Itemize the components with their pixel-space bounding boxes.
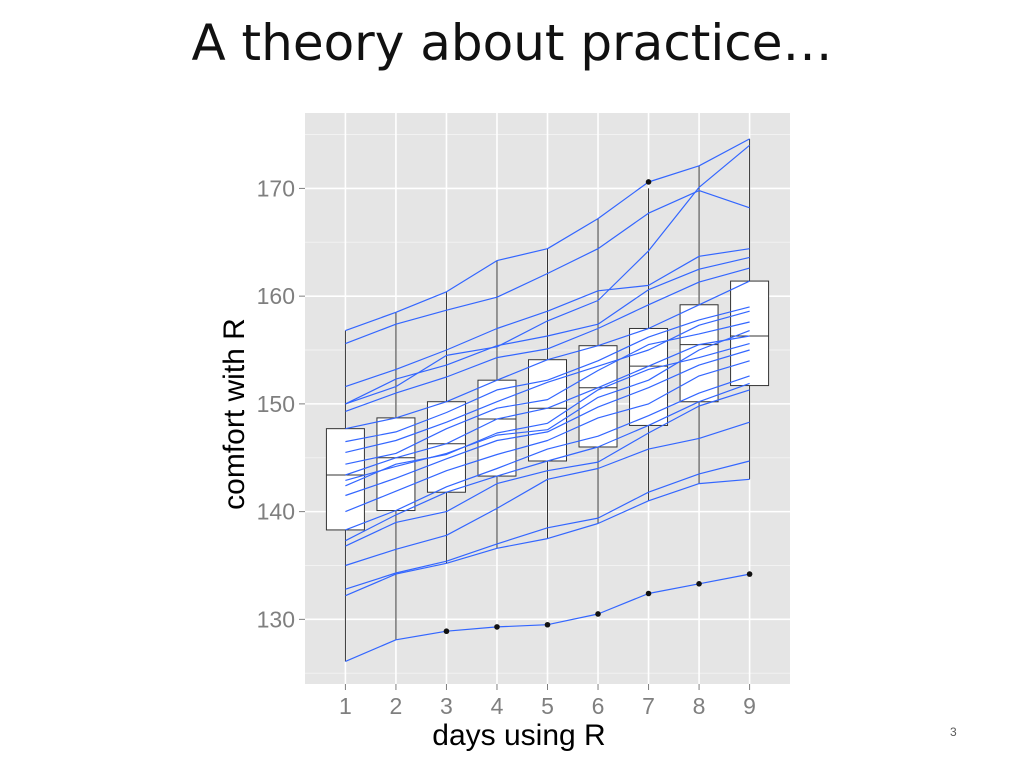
outlier-point	[595, 611, 601, 617]
y-tick-label: 130	[257, 606, 295, 632]
outlier-point	[494, 624, 500, 630]
series-line	[345, 310, 750, 453]
x-tick-label: 9	[743, 693, 756, 719]
series-line	[345, 375, 750, 531]
x-axis-title: days using R	[432, 719, 605, 752]
x-tick-label: 8	[693, 693, 706, 719]
x-tick-label: 2	[390, 693, 403, 719]
series-line	[345, 460, 750, 590]
slide-title: A theory about practice…	[191, 14, 833, 72]
x-tick-label: 3	[440, 693, 453, 719]
y-tick-label: 140	[257, 499, 295, 525]
x-tick-label: 5	[541, 693, 554, 719]
y-tick-label: 150	[257, 391, 295, 417]
x-tick-label: 6	[592, 693, 605, 719]
outlier-point	[746, 571, 753, 577]
page-number: 3	[950, 725, 957, 739]
series-line	[345, 321, 750, 465]
series-line	[345, 343, 750, 487]
series-line	[345, 421, 750, 567]
box-iqr	[325, 428, 365, 531]
series-line	[345, 330, 750, 481]
outlier-point	[443, 628, 450, 635]
axes: 130 140 150 160 170 1 2 3 4 5 6 7 8 9	[257, 175, 756, 719]
series-line	[345, 256, 750, 405]
series-line	[345, 267, 750, 412]
outlier-point	[645, 179, 652, 185]
series-line	[345, 478, 750, 597]
outlier-point	[696, 581, 702, 587]
x-tick-label: 1	[339, 693, 352, 719]
series-line	[345, 280, 750, 430]
x-tick-label: 7	[642, 693, 655, 719]
y-tick-label: 170	[257, 175, 295, 201]
series-line	[345, 389, 750, 547]
series-line	[345, 144, 750, 405]
series-line	[345, 248, 750, 388]
series-lines	[345, 138, 750, 662]
series-line	[345, 138, 750, 332]
outlier-points	[443, 179, 753, 635]
y-tick-label: 160	[257, 283, 295, 309]
y-axis-title: comfort with R	[218, 318, 251, 510]
series-line	[345, 382, 750, 542]
series-line	[345, 190, 750, 345]
series-line	[345, 335, 750, 476]
series-line	[345, 306, 750, 443]
box-iqr	[730, 280, 770, 387]
outlier-point	[544, 621, 551, 628]
series-line	[345, 349, 750, 497]
series-line	[345, 360, 750, 513]
x-tick-label: 4	[491, 693, 504, 719]
outlier-point	[645, 590, 652, 597]
box-iqr	[477, 379, 517, 477]
